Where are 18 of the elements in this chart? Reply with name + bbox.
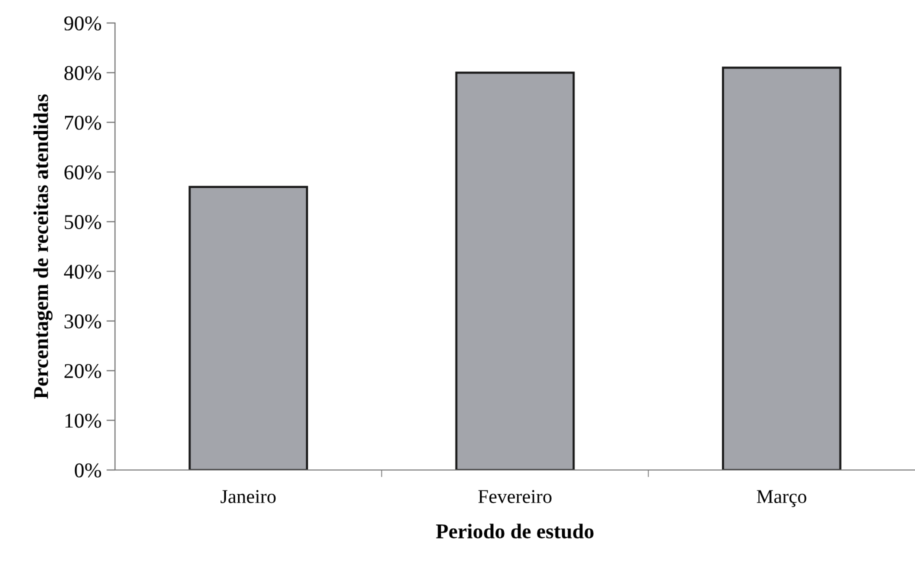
x-tick-label: Janeiro <box>220 490 276 504</box>
y-tick-label: 90% <box>64 16 102 30</box>
y-tick-label: 0% <box>74 463 102 478</box>
x-tick-label: Fevereiro <box>478 490 552 504</box>
bar <box>188 186 308 470</box>
y-tick-label: 70% <box>64 116 102 130</box>
y-axis-title: Percentagem de receitas atendidas <box>33 94 53 399</box>
x-axis-title: Periodo de estudo <box>436 524 594 538</box>
y-tick-label: 60% <box>64 165 102 180</box>
y-tick-label: 10% <box>65 414 102 428</box>
y-tick-label: 80% <box>64 66 102 80</box>
y-tick-label: 50% <box>64 215 102 230</box>
y-tick-label: 40% <box>64 264 102 279</box>
bar <box>455 72 575 470</box>
x-tick-label: Março <box>756 490 806 508</box>
bar <box>722 66 842 470</box>
y-tick-label: 20% <box>64 364 102 378</box>
y-tick-label: 30% <box>64 314 102 328</box>
